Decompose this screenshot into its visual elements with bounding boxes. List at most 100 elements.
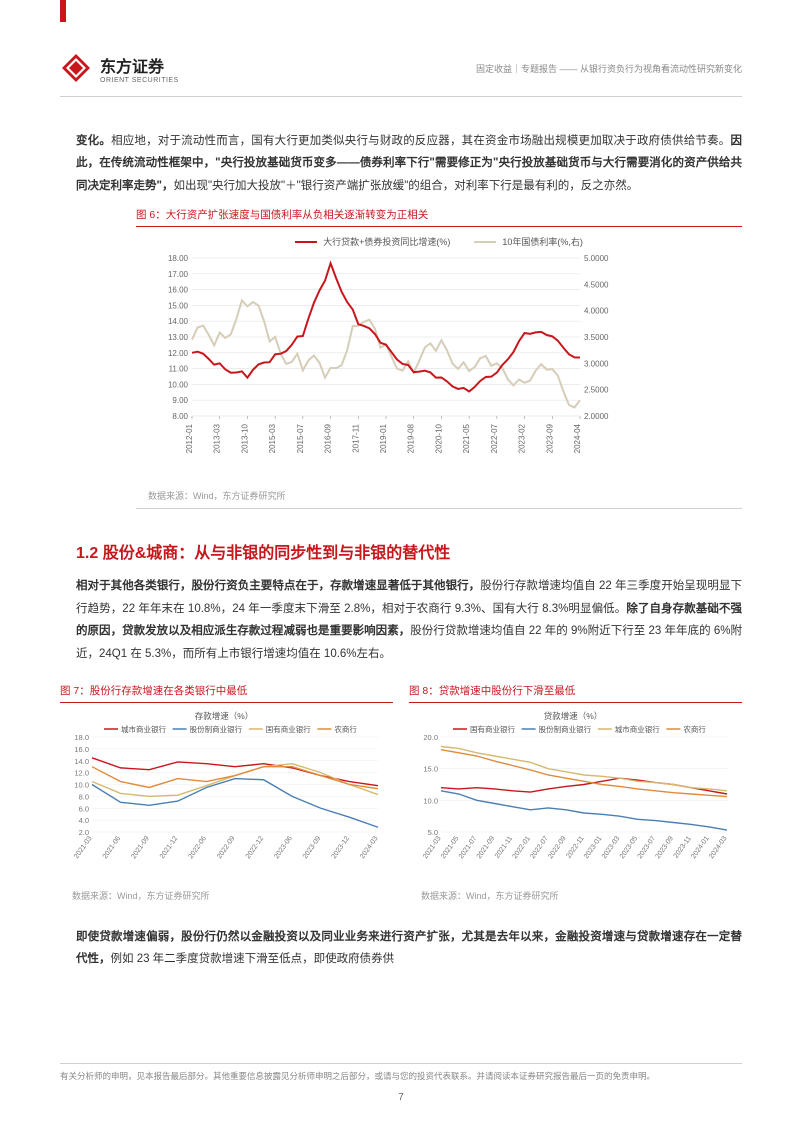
breadcrumb: 固定收益｜专题报告 —— 从银行资负行为视角看流动性研究新变化 [476, 62, 742, 75]
svg-text:2022-09: 2022-09 [216, 835, 237, 860]
svg-text:2023-12: 2023-12 [331, 835, 352, 860]
svg-text:14.0: 14.0 [74, 757, 89, 766]
svg-text:2017-11: 2017-11 [351, 424, 360, 453]
fig6-title: 图 6：大行资产扩张速度与国债利率从负相关逐渐转变为正相关 [136, 207, 742, 222]
svg-text:农商行: 农商行 [334, 724, 357, 734]
fig8-source: 数据来源：Wind，东方证券研究所 [409, 885, 742, 908]
svg-text:13.00: 13.00 [168, 333, 189, 342]
svg-text:2023-02: 2023-02 [518, 424, 527, 454]
fig6-source: 数据来源：Wind，东方证券研究所 [136, 485, 742, 508]
fig6-legend1-label: 大行贷款+债券投资同比增速(%) [323, 235, 450, 248]
svg-text:城市商业银行: 城市商业银行 [121, 724, 166, 734]
svg-text:2013-10: 2013-10 [240, 424, 249, 454]
svg-text:2021-03: 2021-03 [73, 835, 94, 860]
svg-text:股份制商业银行: 股份制商业银行 [190, 724, 243, 734]
svg-text:2015-03: 2015-03 [268, 424, 277, 454]
fig-row-7-8: 图 7：股份行存款增速在各类银行中最低 存款增速（%） 城市商业银行 股份制商业银行… [60, 673, 742, 908]
svg-text:2.5000: 2.5000 [584, 386, 609, 395]
fig8-col: 图 8：贷款增速中股份行下滑至最低 贷款增速（%）国有商业银行股份制商业银行城市… [409, 673, 742, 908]
svg-text:2023-09: 2023-09 [545, 424, 554, 454]
svg-text:股份制商业银行: 股份制商业银行 [539, 724, 592, 734]
fig8-chart-area: 贷款增速（%）国有商业银行股份制商业银行城市商业银行农商行5.010.015.0… [409, 703, 742, 885]
svg-text:18.00: 18.00 [168, 254, 189, 263]
fig6-legend: 大行贷款+债券投资同比增速(%) 10年国债利率(%,右) [148, 235, 730, 248]
svg-text:2023-09: 2023-09 [302, 835, 323, 860]
svg-text:4.0000: 4.0000 [584, 307, 609, 316]
footer-divider [60, 1063, 742, 1064]
p1-bold-pre: 变化。 [76, 135, 111, 147]
svg-text:20.0: 20.0 [423, 733, 438, 742]
brand-text: 东方证券 ORIENT SECURITIES [100, 53, 179, 84]
svg-text:2019-08: 2019-08 [407, 424, 416, 454]
fig6-legend-item-1: 大行贷款+债券投资同比增速(%) [295, 235, 450, 248]
page-footer: 有关分析师的申明，见本报告最后部分。其他重要信息披露见分析师申明之后部分，或请与… [60, 1063, 742, 1103]
svg-text:农商行: 农商行 [683, 724, 706, 734]
svg-text:2013-03: 2013-03 [213, 424, 222, 454]
fig8-chart: 贷款增速（%）国有商业银行股份制商业银行城市商业银行农商行5.010.015.0… [413, 709, 738, 874]
svg-text:2022-12: 2022-12 [245, 835, 266, 860]
svg-text:12.0: 12.0 [74, 769, 89, 778]
svg-text:2021-06: 2021-06 [102, 835, 123, 860]
svg-text:3.0000: 3.0000 [584, 360, 609, 369]
svg-text:2021-05: 2021-05 [462, 424, 471, 454]
svg-text:2020-10: 2020-10 [434, 424, 443, 454]
svg-text:10.0: 10.0 [74, 780, 89, 789]
logo-icon [60, 52, 92, 84]
svg-text:2021-09: 2021-09 [130, 835, 151, 860]
fig6-legend2-label: 10年国债利率(%,右) [502, 235, 583, 248]
paragraph-2: 相对于其他各类银行，股份行资负主要特点在于，存款增速显著低于其他银行，股份行存款… [76, 575, 742, 665]
svg-text:6.0: 6.0 [79, 804, 89, 813]
fig7-chart-area: 存款增速（%）城市商业银行股份制商业银行国有商业银行农商行2.04.06.08.… [60, 703, 393, 885]
svg-text:8.0: 8.0 [79, 792, 89, 801]
main-content: 变化。相应地，对于流动性而言，国有大行更加类似央行与财政的反应器，其在资金市场融… [76, 130, 742, 971]
svg-text:4.5000: 4.5000 [584, 281, 609, 290]
fig6-chart: 8.009.0010.0011.0012.0013.0014.0015.0016… [148, 254, 628, 474]
svg-text:10.00: 10.00 [168, 381, 189, 390]
svg-text:14.00: 14.00 [168, 317, 189, 326]
fig7-box: 存款增速（%）城市商业银行股份制商业银行国有商业银行农商行2.04.06.08.… [60, 702, 393, 908]
svg-text:12.00: 12.00 [168, 349, 189, 358]
p2-bold1: 相对于其他各类银行，股份行资负主要特点在于，存款增速显著低于其他银行， [76, 580, 480, 592]
svg-text:2023-06: 2023-06 [273, 835, 294, 860]
svg-text:3.5000: 3.5000 [584, 333, 609, 342]
svg-text:2024-03: 2024-03 [708, 835, 729, 860]
svg-text:2022-06: 2022-06 [188, 835, 209, 860]
svg-text:2019-01: 2019-01 [379, 424, 388, 454]
paragraph-3: 即使贷款增速偏弱，股份行仍然以金融投资以及同业业务来进行资产扩张，尤其是去年以来… [76, 926, 742, 971]
header-divider [60, 96, 742, 97]
svg-text:9.00: 9.00 [172, 396, 188, 405]
footer-disclaimer: 有关分析师的申明，见本报告最后部分。其他重要信息披露见分析师申明之后部分，或请与… [60, 1070, 742, 1082]
page-number: 7 [60, 1092, 742, 1103]
svg-text:国有商业银行: 国有商业银行 [266, 724, 311, 734]
svg-text:2012-01: 2012-01 [185, 424, 194, 454]
svg-text:16.0: 16.0 [74, 745, 89, 754]
svg-text:2024-04: 2024-04 [573, 424, 582, 454]
svg-text:16.00: 16.00 [168, 286, 189, 295]
svg-text:存款增速（%）: 存款增速（%） [195, 711, 254, 721]
svg-text:10.0: 10.0 [423, 796, 438, 805]
fig7-source: 数据来源：Wind，东方证券研究所 [60, 885, 393, 908]
svg-text:2022-07: 2022-07 [490, 424, 499, 454]
fig7-title: 图 7：股份行存款增速在各类银行中最低 [60, 683, 393, 698]
section-1-2-title: 1.2 股份&城商：从与非银的同步性到与非银的替代性 [76, 539, 742, 563]
fig8-box: 贷款增速（%）国有商业银行股份制商业银行城市商业银行农商行5.010.015.0… [409, 702, 742, 908]
svg-text:11.00: 11.00 [169, 365, 189, 374]
fig8-title: 图 8：贷款增速中股份行下滑至最低 [409, 683, 742, 698]
p3-t1: 例如 23 年二季度贷款增速下滑至低点，即使政府债券供 [111, 953, 395, 965]
brand-cn: 东方证券 [100, 53, 179, 77]
fig6-legend-item-2: 10年国债利率(%,右) [474, 235, 583, 248]
svg-text:17.00: 17.00 [168, 270, 189, 279]
p1-t1: 相应地，对于流动性而言，国有大行更加类似央行与财政的反应器，其在资金市场融出规模… [111, 135, 730, 147]
svg-text:城市商业银行: 城市商业银行 [615, 724, 660, 734]
fig7-col: 图 7：股份行存款增速在各类银行中最低 存款增速（%） 城市商业银行 股份制商业银行… [60, 673, 393, 908]
p1-t2: 如出现"央行加大投放"＋"银行资产端扩张放缓"的组合，对利率下行是最有利的，反之… [173, 180, 638, 192]
top-red-marker [60, 0, 66, 22]
svg-text:2.0000: 2.0000 [584, 412, 609, 421]
svg-text:贷款增速（%）: 贷款增速（%） [544, 711, 603, 721]
svg-text:8.00: 8.00 [172, 412, 188, 421]
svg-text:2021-12: 2021-12 [159, 835, 180, 860]
paragraph-1: 变化。相应地，对于流动性而言，国有大行更加类似央行与财政的反应器，其在资金市场融… [76, 130, 742, 197]
svg-text:15.0: 15.0 [423, 765, 438, 774]
legend-line-red [295, 241, 317, 244]
legend-line-beige [474, 241, 496, 243]
